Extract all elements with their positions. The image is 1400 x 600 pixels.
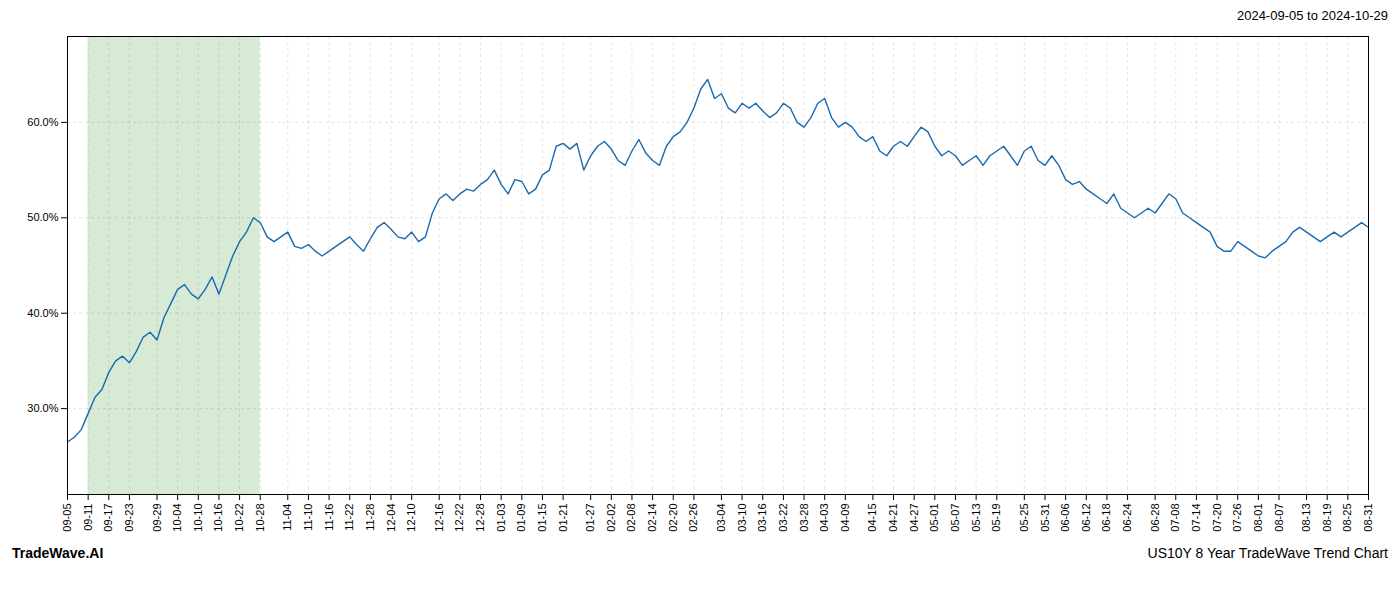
svg-text:11-16: 11-16: [323, 504, 335, 531]
svg-text:01-21: 01-21: [557, 504, 569, 532]
svg-text:04-03: 04-03: [818, 504, 830, 532]
svg-text:06-28: 06-28: [1149, 504, 1161, 532]
svg-text:40.0%: 40.0%: [27, 307, 58, 319]
svg-text:10-10: 10-10: [192, 504, 204, 532]
html-text:US10Y 8 Year TradeWave Trend C: US10Y 8 Year TradeWave Trend Chart: [1147, 545, 1388, 561]
svg-text:07-20: 07-20: [1211, 504, 1223, 532]
svg-text:01-15: 01-15: [536, 504, 548, 532]
svg-text:12-22: 12-22: [453, 504, 465, 532]
svg-text:05-07: 05-07: [949, 504, 961, 532]
svg-text:06-18: 06-18: [1100, 504, 1112, 532]
svg-text:30.0%: 30.0%: [27, 402, 58, 414]
svg-text:07-14: 07-14: [1190, 504, 1202, 532]
svg-text:09-05: 09-05: [61, 504, 73, 532]
svg-text:03-16: 03-16: [756, 504, 768, 532]
svg-text:09-23: 09-23: [123, 504, 135, 532]
svg-text:06-24: 06-24: [1121, 504, 1133, 532]
svg-text:02-14: 02-14: [646, 504, 658, 532]
html-text:TradeWave.AI: TradeWave.AI: [12, 545, 104, 561]
html-text:2024-09-05 to 2024-10-29: 2024-09-05 to 2024-10-29: [1236, 8, 1388, 23]
svg-text:11-10: 11-10: [302, 504, 314, 531]
svg-text:05-25: 05-25: [1018, 504, 1030, 532]
svg-text:11-22: 11-22: [343, 504, 355, 531]
svg-text:12-28: 12-28: [474, 504, 486, 532]
svg-text:10-04: 10-04: [171, 504, 183, 532]
svg-text:08-07: 08-07: [1273, 504, 1285, 532]
svg-text:10-22: 10-22: [233, 504, 245, 532]
svg-text:10-28: 10-28: [254, 504, 266, 532]
svg-text:02-02: 02-02: [605, 504, 617, 532]
svg-text:03-04: 03-04: [715, 504, 727, 532]
svg-text:60.0%: 60.0%: [27, 116, 58, 128]
svg-text:01-09: 01-09: [515, 504, 527, 532]
svg-text:05-31: 05-31: [1038, 504, 1050, 532]
svg-text:04-09: 04-09: [839, 504, 851, 532]
svg-text:08-01: 08-01: [1252, 504, 1264, 532]
svg-text:06-12: 06-12: [1080, 504, 1092, 532]
svg-text:01-27: 01-27: [584, 504, 596, 532]
svg-text:02-20: 02-20: [667, 504, 679, 532]
svg-text:09-29: 09-29: [151, 504, 163, 532]
svg-text:12-04: 12-04: [385, 504, 397, 532]
svg-text:06-06: 06-06: [1059, 504, 1071, 532]
svg-text:07-08: 07-08: [1169, 504, 1181, 532]
svg-text:12-16: 12-16: [433, 504, 445, 532]
svg-text:50.0%: 50.0%: [27, 211, 58, 223]
svg-text:09-17: 09-17: [102, 504, 114, 532]
svg-text:11-04: 11-04: [281, 504, 293, 531]
svg-text:04-27: 04-27: [908, 504, 920, 532]
svg-text:11-28: 11-28: [364, 504, 376, 531]
svg-text:08-19: 08-19: [1321, 504, 1333, 532]
svg-text:05-01: 05-01: [928, 504, 940, 532]
svg-text:02-26: 02-26: [687, 504, 699, 532]
svg-text:02-08: 02-08: [625, 504, 637, 532]
svg-text:08-25: 08-25: [1341, 504, 1353, 532]
svg-text:01-03: 01-03: [495, 504, 507, 532]
svg-text:03-22: 03-22: [777, 504, 789, 532]
svg-text:09-11: 09-11: [82, 504, 94, 531]
svg-text:07-26: 07-26: [1231, 504, 1243, 532]
svg-text:05-13: 05-13: [970, 504, 982, 532]
svg-text:04-15: 04-15: [866, 504, 878, 532]
svg-text:12-10: 12-10: [405, 504, 417, 532]
svg-text:05-19: 05-19: [990, 504, 1002, 532]
svg-text:03-10: 03-10: [736, 504, 748, 532]
svg-text:04-21: 04-21: [887, 504, 899, 532]
svg-text:03-28: 03-28: [798, 504, 810, 532]
svg-text:08-31: 08-31: [1362, 504, 1374, 532]
svg-text:08-13: 08-13: [1300, 504, 1312, 532]
svg-text:10-16: 10-16: [212, 504, 224, 532]
